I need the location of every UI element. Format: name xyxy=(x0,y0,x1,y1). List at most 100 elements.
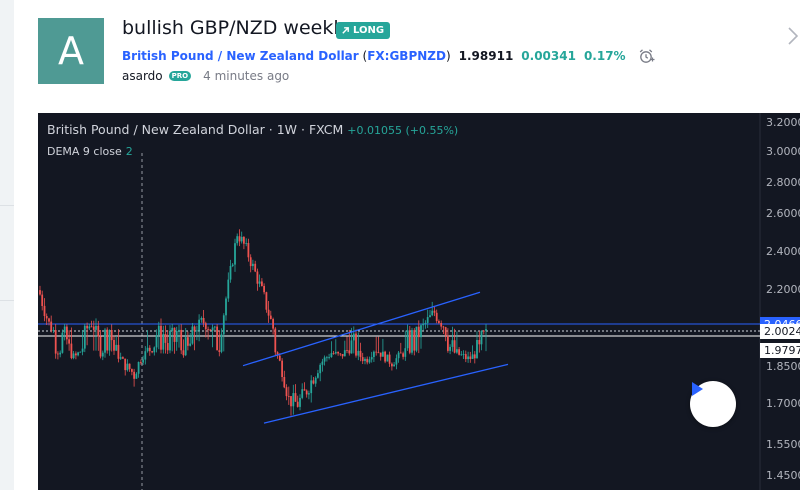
symbol-name-link[interactable]: British Pound / New Zealand Dollar xyxy=(122,49,359,63)
candle-body xyxy=(274,328,277,353)
candle-body xyxy=(478,340,481,345)
candle-body xyxy=(97,325,100,337)
candle-body xyxy=(173,327,176,342)
candle-body xyxy=(480,330,483,345)
candle-body xyxy=(261,281,263,286)
candle-body xyxy=(229,266,232,280)
price-axis-label: 2.2000 xyxy=(766,283,800,296)
candle-body xyxy=(187,337,189,346)
candle-body xyxy=(191,326,194,344)
author-line: asardo PRO 4 minutes ago xyxy=(122,69,289,83)
candle-body xyxy=(104,329,106,353)
candle-body xyxy=(406,330,409,349)
chart-panel[interactable]: British Pound / New Zealand Dollar · 1W … xyxy=(38,113,800,490)
symbol-code-link[interactable]: FX:GBPNZD xyxy=(367,49,446,63)
price-axis-label: 1.8500 xyxy=(766,360,800,373)
candle-body xyxy=(482,330,485,332)
long-badge-label: LONG xyxy=(353,25,385,36)
candle-body xyxy=(355,333,357,356)
legend-change: +0.01055 (+0.55%) xyxy=(347,124,459,137)
candle-body xyxy=(236,236,239,244)
candle-body xyxy=(438,321,440,323)
candle-body xyxy=(334,351,337,354)
candle-body xyxy=(142,359,144,363)
candle-body xyxy=(435,312,438,321)
candle-body xyxy=(180,329,183,351)
candle-body xyxy=(278,355,281,361)
candle-body xyxy=(225,298,227,316)
candle-body xyxy=(252,263,254,267)
price-axis-label: 3.2000 xyxy=(766,116,800,129)
candle-body xyxy=(126,363,129,371)
candle-body xyxy=(52,330,55,331)
candle-body xyxy=(175,331,178,342)
candle-body xyxy=(124,358,127,371)
long-badge: LONG xyxy=(336,22,391,39)
candle-body xyxy=(386,354,389,362)
candle-body xyxy=(75,353,77,356)
candle-body xyxy=(451,340,454,347)
candle-body xyxy=(178,329,180,331)
candle-body xyxy=(137,362,140,374)
alarm-clock-icon[interactable] xyxy=(638,48,655,64)
candle-body xyxy=(321,361,324,365)
candle-body xyxy=(319,364,322,374)
candle-body xyxy=(370,357,373,360)
candle-body xyxy=(169,330,171,351)
candle-body xyxy=(115,344,118,351)
candle-body xyxy=(50,321,53,331)
candle-body xyxy=(39,290,41,295)
candle-body xyxy=(350,340,353,354)
candle-body xyxy=(88,326,91,329)
candle-body xyxy=(140,362,142,363)
candle-body xyxy=(402,353,404,357)
legend-source: FXCM xyxy=(308,122,344,137)
candle-body xyxy=(431,310,434,316)
candle-body xyxy=(473,354,476,359)
candle-body xyxy=(164,334,167,343)
candle-body xyxy=(379,352,382,357)
candle-body xyxy=(352,333,355,341)
candle-body xyxy=(384,351,386,362)
candle-body xyxy=(305,390,308,395)
candle-body xyxy=(272,319,274,329)
candle-body xyxy=(108,330,111,351)
candle-body xyxy=(442,326,445,328)
candle-body xyxy=(359,350,362,358)
candle-body xyxy=(61,332,64,353)
candle-body xyxy=(469,356,472,359)
candle-body xyxy=(198,319,200,331)
candle-body xyxy=(420,325,422,338)
candle-body xyxy=(238,236,241,242)
candle-body xyxy=(301,389,304,398)
candle-body xyxy=(110,330,113,341)
candle-body xyxy=(263,286,265,293)
author-name[interactable]: asardo xyxy=(122,69,163,83)
candle-body xyxy=(144,351,147,360)
candle-body xyxy=(83,325,86,349)
candle-body xyxy=(92,326,95,330)
candle-body xyxy=(408,330,411,353)
candle-body xyxy=(171,327,174,331)
play-button[interactable] xyxy=(690,381,736,427)
candle-body xyxy=(287,396,290,397)
indicator-legend[interactable]: DEMA 9 close 2 xyxy=(47,145,133,158)
chevron-right-icon[interactable] xyxy=(788,26,798,46)
channel-lower-line xyxy=(263,363,509,424)
candle-body xyxy=(193,326,196,331)
candle-body xyxy=(57,353,59,355)
candle-body xyxy=(231,264,234,267)
candlestick-chart xyxy=(38,113,761,490)
avatar-letter: A xyxy=(58,29,84,73)
legend-interval[interactable]: 1W xyxy=(276,122,298,137)
candle-body xyxy=(317,373,319,378)
candle-body xyxy=(395,358,398,365)
candle-body xyxy=(471,354,474,359)
candle-body xyxy=(133,371,135,379)
candle-body xyxy=(411,330,413,353)
candle-body xyxy=(240,237,243,242)
author-avatar[interactable]: A xyxy=(38,18,104,84)
candle-body xyxy=(166,343,169,351)
candle-body xyxy=(218,350,221,352)
candle-body xyxy=(382,351,384,357)
